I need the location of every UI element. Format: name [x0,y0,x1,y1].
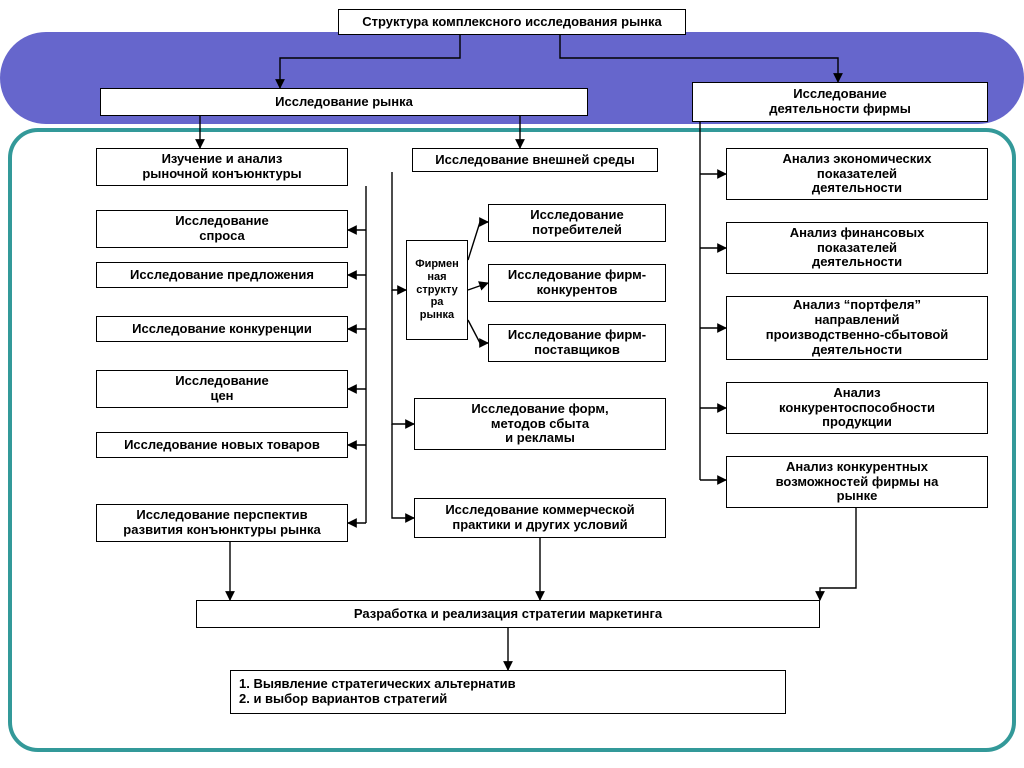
node-r1: Анализ экономическихпоказателейдеятельно… [726,148,988,200]
node-r4: Анализконкурентоспособностипродукции [726,382,988,434]
node-n_ext: Исследование внешней среды [412,148,658,172]
node-m1: Исследованиепотребителей [488,204,666,242]
node-strat: Разработка и реализация стратегии маркет… [196,600,820,628]
node-c3: Исследование конкуренции [96,316,348,342]
node-n_conj: Изучение и анализрыночной конъюнктуры [96,148,348,186]
node-m4: Исследование форм,методов сбытаи рекламы [414,398,666,450]
node-c4: Исследованиецен [96,370,348,408]
edge-title [280,35,460,88]
node-c2: Исследование предложения [96,262,348,288]
node-r3: Анализ “портфеля”направленийпроизводстве… [726,296,988,360]
node-n_firm: Исследованиедеятельности фирмы [692,82,988,122]
node-n_mkt: Исследование рынка [100,88,588,116]
edge-fstr [468,222,488,260]
node-title: Структура комплексного исследования рынк… [338,9,686,35]
node-c5: Исследование новых товаров [96,432,348,458]
edge-n_ext [392,172,406,290]
node-m2: Исследование фирм-конкурентов [488,264,666,302]
edge-title [560,35,838,82]
node-m5: Исследование коммерческойпрактики и друг… [414,498,666,538]
edge-n_ext [392,424,414,518]
node-r5: Анализ конкурентныхвозможностей фирмы на… [726,456,988,508]
node-c6: Исследование перспективразвития конъюнкт… [96,504,348,542]
edge-r5d [820,508,856,600]
node-steps: 1. Выявление стратегических альтернатив2… [230,670,786,714]
node-c1: Исследованиеспроса [96,210,348,248]
edge-fstr [468,320,488,343]
node-r2: Анализ финансовыхпоказателейдеятельности [726,222,988,274]
node-fstr: Фирменнаяструктурарынка [406,240,468,340]
edge-fstr [468,283,488,290]
node-m3: Исследование фирм-поставщиков [488,324,666,362]
